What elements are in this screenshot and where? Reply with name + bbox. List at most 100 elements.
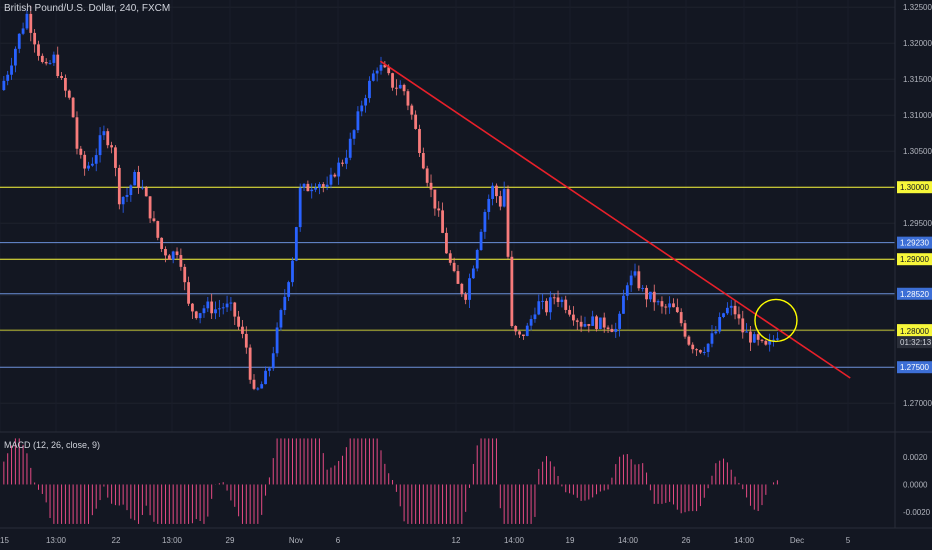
- candle-body-9: [37, 44, 40, 56]
- candle-body-114: [441, 210, 444, 233]
- level-tag-label-5: 1.28000: [900, 327, 929, 336]
- candle-body-44: [171, 251, 175, 260]
- candle-body-36: [140, 187, 144, 189]
- price-tick-label-3: 1.31000: [903, 111, 932, 120]
- candle-body-18: [71, 97, 75, 118]
- time-tick-label-6: 6: [336, 536, 341, 545]
- macd-histogram: [3, 438, 778, 524]
- candle-body-64: [248, 347, 252, 380]
- candle-body-55: [214, 309, 217, 314]
- candle-body-191: [737, 314, 741, 319]
- candle-body-143: [552, 297, 556, 299]
- candle-body-25: [98, 135, 102, 156]
- candle-body-86: [333, 174, 337, 177]
- candle-body-91: [352, 130, 356, 139]
- candle-body-122: [471, 268, 475, 279]
- candle-body-56: [217, 308, 221, 310]
- candle-body-147: [568, 309, 571, 315]
- time-tick-label-13: Dec: [790, 536, 804, 545]
- candle-body-130: [502, 189, 506, 207]
- candle-body-95: [368, 80, 371, 99]
- candle-body-137: [529, 319, 533, 326]
- candle-body-31: [121, 196, 125, 205]
- candle-body-160: [618, 313, 622, 329]
- candle-body-103: [398, 84, 402, 89]
- candle-body-92: [356, 111, 360, 131]
- candle-body-127: [491, 185, 495, 199]
- candle-body-2: [10, 65, 13, 75]
- level-tag-label-6: 1.27500: [900, 363, 929, 372]
- level-tag-bg-6: [897, 361, 932, 374]
- candle-body-76: [294, 227, 298, 261]
- level-tag-bg-2: [897, 253, 932, 266]
- candle-body-84: [325, 184, 329, 187]
- horizontal-levels: [0, 186, 895, 368]
- candle-body-165: [637, 271, 641, 289]
- candle-body-35: [137, 171, 140, 188]
- candle-body-158: [610, 328, 614, 332]
- candle-body-34: [133, 171, 137, 186]
- level-tag-label-2: 1.29000: [900, 255, 929, 264]
- candle-body-161: [622, 295, 625, 314]
- candle-series[interactable]: [2, 5, 779, 391]
- candle-body-164: [633, 271, 637, 276]
- candle-body-13: [52, 54, 56, 63]
- candle-body-39: [152, 218, 156, 222]
- candle-body-190: [733, 305, 737, 315]
- candle-body-27: [106, 131, 110, 146]
- candle-body-38: [148, 196, 152, 219]
- candle-body-184: [710, 333, 714, 344]
- candle-body-183: [706, 343, 710, 352]
- candle-body-21: [83, 154, 87, 169]
- time-tick-label-9: 19: [566, 536, 575, 545]
- time-tick-label-10: 14:00: [618, 536, 639, 545]
- candle-body-26: [102, 131, 106, 136]
- candle-body-201: [775, 338, 779, 340]
- candle-body-177: [683, 323, 687, 337]
- candle-body-24: [94, 155, 98, 164]
- candle-body-105: [406, 91, 410, 106]
- candle-body-142: [548, 297, 552, 313]
- candle-body-0: [2, 80, 6, 90]
- time-tick-label-12: 14:00: [734, 536, 755, 545]
- candle-body-178: [687, 336, 691, 345]
- candle-body-3: [13, 48, 17, 66]
- level-tag-label-1: 1.29230: [900, 239, 929, 248]
- candle-body-72: [279, 310, 283, 328]
- time-tick-label-14: 5: [846, 536, 851, 545]
- price-tick-label-0: 1.32500: [903, 3, 932, 12]
- candle-body-134: [518, 331, 521, 335]
- candle-body-10: [40, 55, 44, 62]
- time-tick-label-0: 15: [0, 536, 9, 545]
- macd-axis: 0.0020 0.0000 -0.0020: [903, 453, 931, 517]
- candle-body-169: [652, 291, 656, 303]
- candle-body-28: [110, 145, 114, 148]
- candle-body-5: [21, 28, 25, 34]
- candle-body-54: [210, 301, 214, 314]
- candle-body-128: [495, 185, 498, 197]
- candle-body-46: [179, 255, 183, 267]
- candle-body-152: [587, 324, 591, 326]
- candle-body-151: [583, 324, 587, 327]
- candle-body-124: [479, 231, 483, 250]
- candle-body-93: [360, 105, 364, 112]
- candle-body-37: [144, 187, 148, 197]
- candle-body-7: [29, 13, 33, 33]
- countdown-tag-bg: [897, 336, 932, 349]
- candle-body-179: [691, 344, 695, 350]
- time-axis[interactable]: 15 13:00 22 13:00 29 Nov 6 12 14:00 19 14:00 26 14:0…: [0, 536, 851, 545]
- candle-body-75: [291, 260, 294, 283]
- trendline[interactable]: [379, 60, 851, 379]
- price-tick-label-2: 1.31500: [903, 75, 932, 84]
- candle-body-187: [722, 313, 725, 318]
- candle-body-145: [560, 299, 564, 302]
- level-tag-label-3: 1.28520: [900, 290, 929, 299]
- candle-body-186: [718, 317, 722, 332]
- candle-body-68: [264, 370, 267, 385]
- candle-body-192: [741, 318, 745, 333]
- price-tick-label-1: 1.32000: [903, 39, 932, 48]
- highlight-circle[interactable]: [754, 298, 798, 343]
- candle-body-140: [541, 300, 545, 302]
- candle-body-57: [221, 307, 225, 309]
